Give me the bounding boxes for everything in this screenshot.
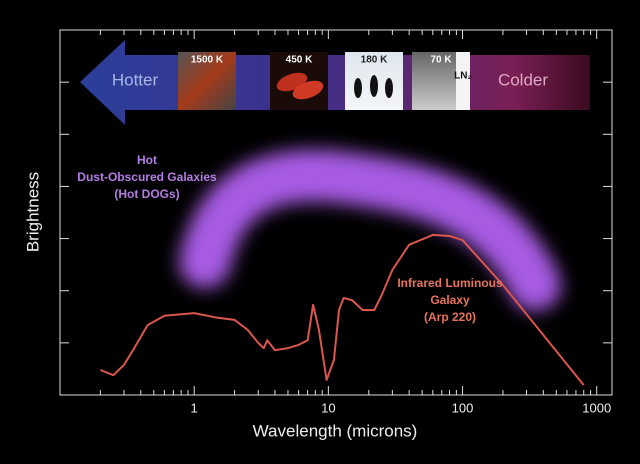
lab-image	[412, 52, 456, 110]
arp220-label: Galaxy	[430, 293, 470, 307]
x-tick-label: 1000	[582, 400, 611, 415]
x-tick-label: 1	[191, 400, 198, 415]
hot-dogs-label: Dust-Obscured Galaxies	[77, 170, 217, 184]
colder-label: Colder	[498, 70, 548, 89]
y-axis-label: Brightness	[23, 172, 42, 252]
temperature-label: 450 K	[286, 55, 313, 66]
temperature-label: 70 K	[430, 55, 452, 66]
x-tick-label: 100	[452, 400, 474, 415]
lava-image	[178, 52, 236, 110]
arp220-label: Infrared Luminous	[397, 276, 503, 290]
penguin	[385, 78, 393, 98]
label-card	[456, 52, 470, 110]
temperature-label: 1500 K	[191, 55, 224, 66]
hotter-label: Hotter	[112, 70, 159, 89]
hot-dogs-label: Hot	[137, 153, 157, 167]
hot-dogs-label: (Hot DOGs)	[114, 187, 179, 201]
ln2-label: LN₂	[454, 71, 472, 82]
arp220-label: (Arp 220)	[424, 310, 476, 324]
penguin	[370, 75, 378, 97]
temperature-label: 180 K	[361, 55, 388, 66]
penguin	[354, 78, 362, 98]
hot-dog-band	[179, 149, 561, 311]
sausage	[292, 80, 324, 100]
x-axis-label: Wavelength (microns)	[253, 421, 418, 440]
x-tick-label: 10	[321, 400, 335, 415]
plot-frame	[59, 29, 613, 396]
plot-area: LN₂ Hotter Colder	[59, 29, 613, 396]
spectrum-line	[100, 233, 585, 386]
